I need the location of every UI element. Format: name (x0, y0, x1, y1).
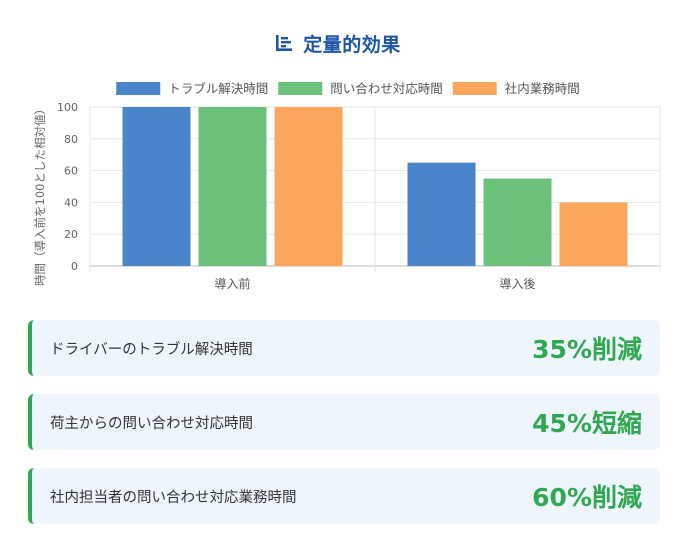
bar (122, 107, 191, 266)
effect-card-staff: 社内担当者の問い合わせ対応業務時間 60%削減 (28, 468, 660, 524)
legend-label: 問い合わせ対応時間 (330, 81, 443, 96)
legend-swatch (452, 82, 497, 95)
bar-list-icon (276, 35, 293, 51)
bar-chart: 0 20 40 60 80 100 導入前 導入後 時間（導入前を100とした相対値） トラブル解… (33, 81, 661, 291)
y-tick-label: 0 (71, 260, 78, 273)
y-tick-label: 80 (64, 133, 78, 146)
effect-label: 社内担当者の問い合わせ対応業務時間 (50, 489, 297, 506)
y-axis-label: 時間（導入前を100とした相対値） (33, 103, 47, 286)
effect-label: ドライバーのトラブル解決時間 (50, 341, 253, 358)
legend-swatch (278, 82, 323, 95)
y-tick-label: 20 (64, 228, 78, 241)
effect-value: 60%削減 (532, 483, 642, 512)
y-tick-label: 100 (57, 101, 78, 114)
effect-value: 45%短縮 (532, 409, 642, 438)
y-tick-label: 40 (64, 196, 78, 209)
effect-label: 荷主からの問い合わせ対応時間 (50, 415, 253, 432)
bar (198, 107, 267, 266)
x-tick-label: 導入前 (214, 276, 250, 291)
legend-swatch (116, 82, 161, 95)
y-tick-label: 60 (64, 165, 78, 178)
bar (483, 178, 552, 266)
bar (274, 107, 343, 266)
bar (559, 202, 628, 266)
legend-label: 社内業務時間 (505, 81, 580, 96)
effect-card-driver: ドライバーのトラブル解決時間 35%削減 (28, 320, 660, 376)
bar (407, 162, 476, 266)
legend-label: トラブル解決時間 (168, 81, 268, 96)
page-header: 定量的効果 (0, 28, 676, 58)
effect-value: 35%削減 (532, 335, 642, 364)
effect-card-shipper: 荷主からの問い合わせ対応時間 45%短縮 (28, 394, 660, 450)
page-title: 定量的効果 (303, 33, 401, 56)
x-tick-label: 導入後 (499, 277, 535, 291)
